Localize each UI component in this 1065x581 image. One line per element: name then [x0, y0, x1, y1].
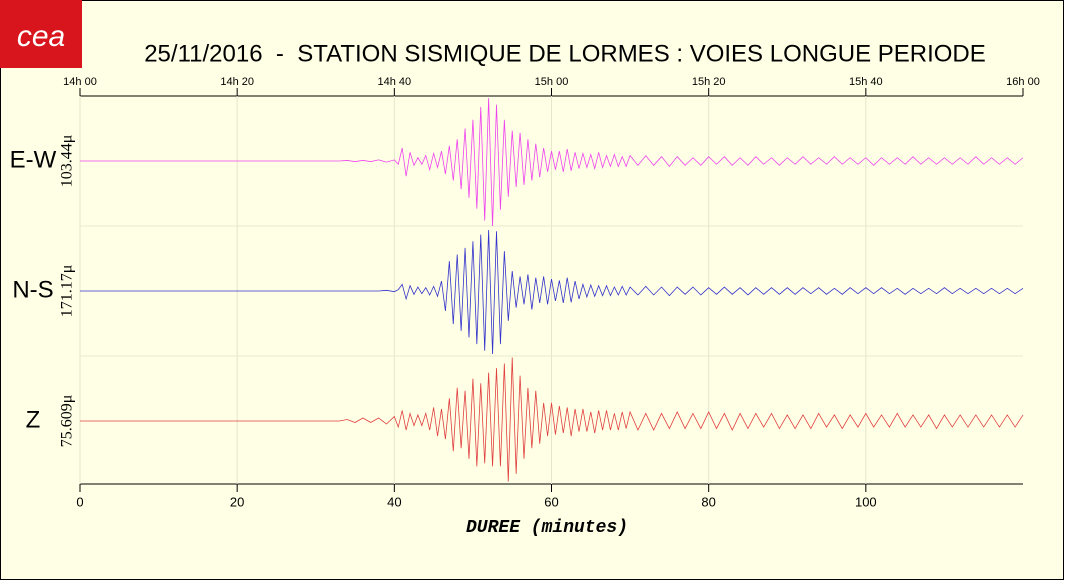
scale-label: 75.609μ [59, 395, 76, 448]
x-tick-label: 20 [230, 494, 244, 509]
chart-title: 25/11/2016 - STATION SISMIQUE DE LORMES … [144, 40, 986, 67]
scale-label: 103.44μ [59, 135, 76, 188]
trace [80, 98, 1024, 227]
x2-tick-label: 15h 20 [692, 76, 726, 88]
scale-label: 171.17μ [59, 265, 76, 318]
channel-label: Z [26, 406, 41, 433]
x-tick-label: 40 [387, 494, 401, 509]
channel-label: N-S [12, 276, 53, 303]
x2-tick-label: 14h 20 [220, 76, 254, 88]
x2-tick-label: 16h 00 [1006, 76, 1040, 88]
channel-label: E-W [10, 146, 57, 173]
x-axis-label: DUREE (minutes) [466, 518, 628, 538]
trace [80, 229, 1024, 355]
logo: cea [17, 20, 65, 53]
x-tick-label: 80 [701, 494, 715, 509]
x2-tick-label: 15h 00 [535, 76, 569, 88]
x-tick-label: 0 [76, 494, 83, 509]
x-tick-label: 60 [544, 494, 558, 509]
x2-tick-label: 15h 40 [849, 76, 883, 88]
x2-tick-label: 14h 40 [378, 76, 412, 88]
x2-tick-label: 14h 00 [63, 76, 97, 88]
trace [80, 357, 1024, 482]
logo-box [0, 0, 82, 68]
x-tick-label: 100 [855, 494, 877, 509]
